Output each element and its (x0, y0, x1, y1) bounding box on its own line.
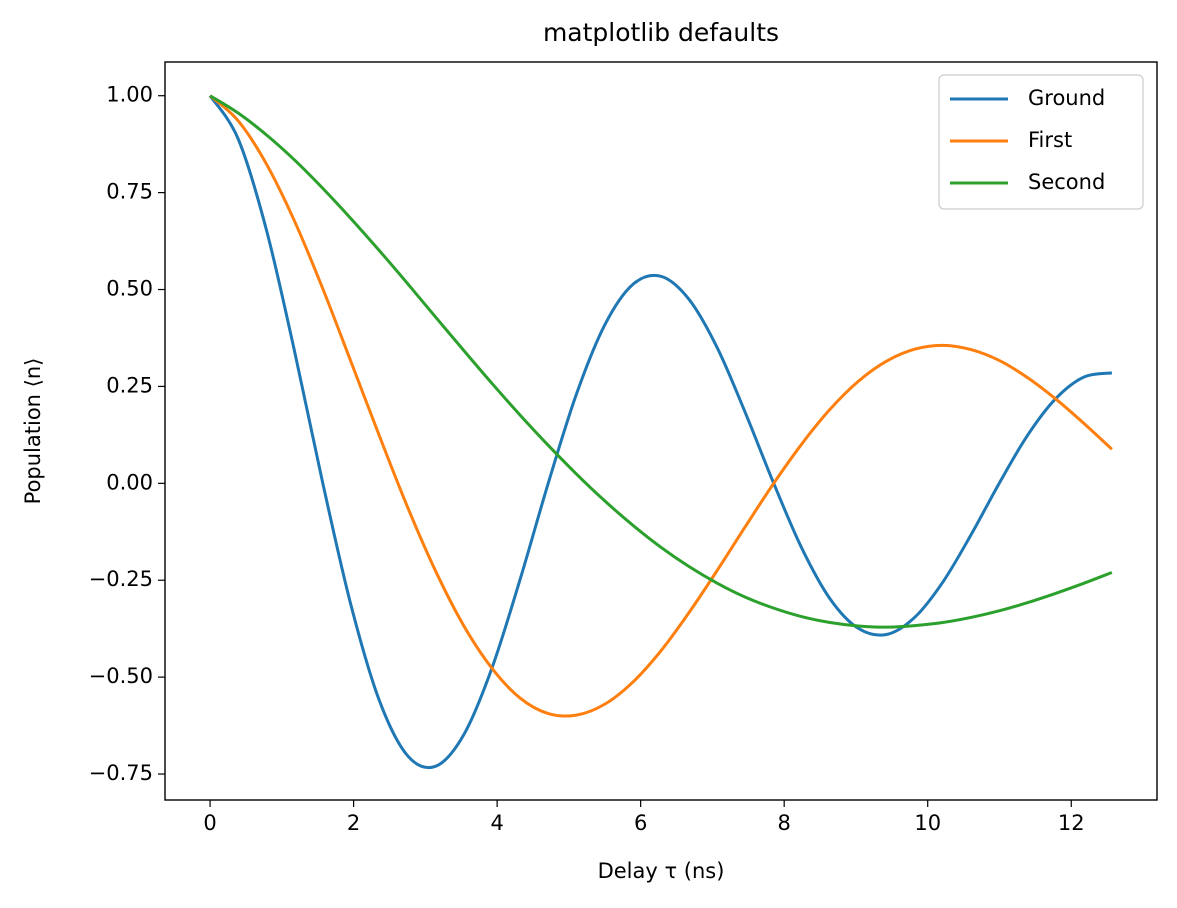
y-tick-label: 0.25 (106, 373, 153, 397)
y-tick-label: 1.00 (106, 83, 153, 107)
y-tick-label: 0.00 (106, 470, 153, 494)
y-tick-label: −0.75 (89, 761, 153, 785)
legend-label: Ground (1028, 86, 1105, 110)
x-tick-label: 2 (347, 811, 360, 835)
series-line (208, 94, 1113, 770)
y-tick-label: −0.25 (89, 567, 153, 591)
x-tick-label: 6 (634, 811, 647, 835)
plot-frame (164, 61, 1158, 801)
series-line (209, 94, 1113, 629)
legend-label: First (1028, 128, 1072, 152)
y-tick-label: 0.75 (106, 180, 153, 204)
x-tick-label: 0 (203, 811, 216, 835)
series-line (209, 94, 1113, 718)
legend-box (938, 74, 1144, 210)
x-tick-label: 10 (914, 811, 941, 835)
y-tick-label: −0.50 (89, 664, 153, 688)
x-tick-label: 12 (1058, 811, 1085, 835)
y-tick-label: 0.50 (106, 277, 153, 301)
legend-label: Second (1028, 170, 1105, 194)
y-axis-label: Population ⟨n⟩ (21, 358, 45, 505)
chart-title: matplotlib defaults (543, 18, 779, 47)
x-axis-label: Delay τ (ns) (598, 859, 725, 883)
x-tick-label: 4 (490, 811, 503, 835)
x-tick-label: 8 (777, 811, 790, 835)
